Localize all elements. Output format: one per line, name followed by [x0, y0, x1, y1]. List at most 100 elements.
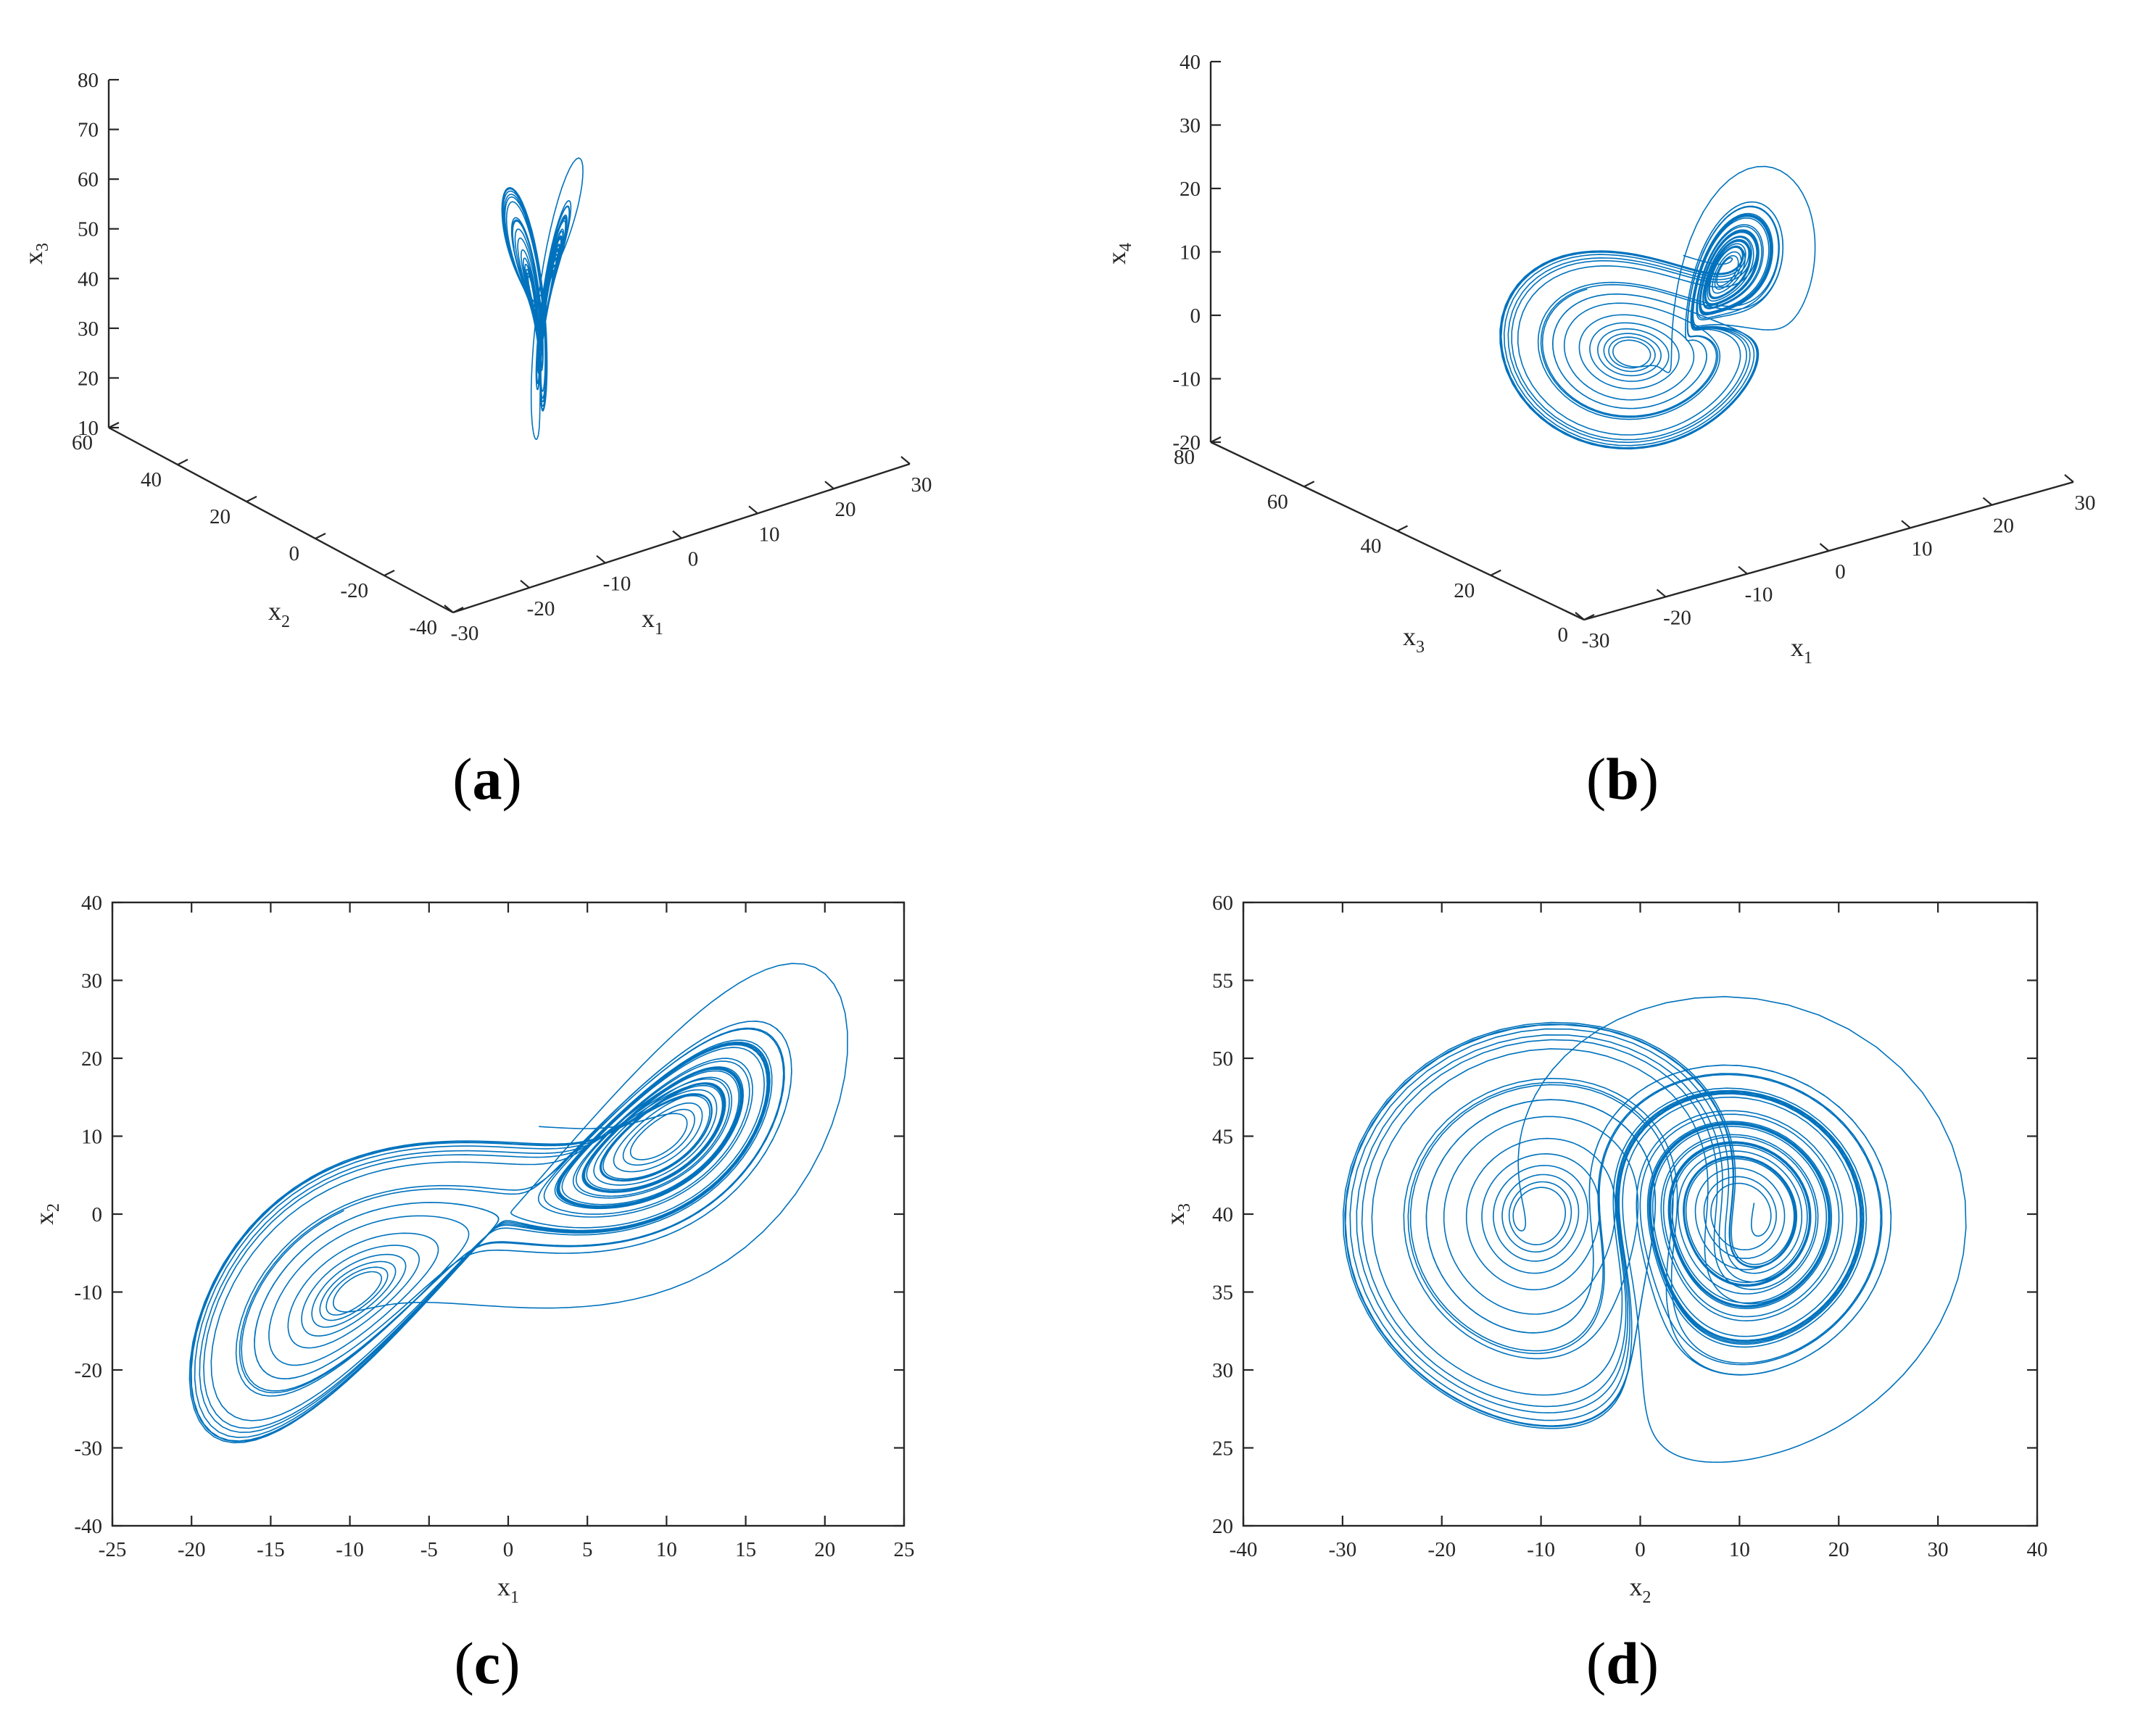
z-axis-label-base: x	[1102, 252, 1131, 265]
y-tick-mark	[1304, 481, 1315, 488]
y-tick-mark	[108, 422, 120, 428]
panel-label-a: (a)	[452, 746, 522, 812]
panel-label-c-open-paren: (	[454, 1630, 473, 1696]
x-axis-label: x1	[642, 604, 663, 639]
y-tick-label: 40	[1361, 535, 1382, 558]
panel-label-b-close-paren: )	[1639, 746, 1659, 812]
x-tick-label: 20	[1828, 1538, 1849, 1561]
panel-label-a-letter: a	[473, 746, 502, 812]
z-tick-label: 30	[78, 317, 99, 341]
x-tick-mark	[596, 555, 606, 564]
z-tick-label: 60	[78, 168, 99, 191]
z-tick-label: 30	[1180, 115, 1201, 138]
series-line-x1-x2-x3	[501, 157, 584, 440]
z-tick-label: 40	[78, 267, 99, 291]
x-tick-label: -20	[1663, 606, 1691, 629]
z-tick-label: 80	[78, 69, 99, 92]
x-tick-mark	[2064, 474, 2074, 483]
x-tick-label: -20	[1427, 1538, 1456, 1561]
y-tick-mark	[1397, 525, 1408, 532]
y-tick-label: 0	[289, 542, 300, 565]
x-tick-mark	[1575, 612, 1585, 620]
x-axis-label: x1	[497, 1572, 519, 1607]
x-tick-mark	[824, 481, 834, 490]
series-line-x1-x3-x4	[1499, 165, 1816, 450]
y-tick-mark	[177, 459, 188, 465]
x-tick-label: -30	[1329, 1538, 1357, 1561]
x-tick-mark	[520, 579, 530, 589]
x-tick-label: -25	[99, 1538, 127, 1561]
z-tick-label: -10	[1172, 368, 1201, 391]
x-tick-label: 10	[1729, 1538, 1750, 1561]
panel-d-2d-plot: -40 -30 -20 -10 0 10 20 30 40 20 25 30 35 40 45 50 55 60 x…	[1161, 892, 2048, 1696]
y-tick-label: 30	[81, 970, 102, 993]
x-tick-mark	[1656, 589, 1667, 598]
panel-label-b-letter: b	[1606, 746, 1639, 812]
x-tick-label: -20	[178, 1538, 206, 1561]
y-tick-label: 10	[81, 1126, 102, 1149]
x-tick-label: 20	[1993, 515, 2014, 538]
y-axis-label-base: x	[1161, 1212, 1190, 1225]
panel-c-2d-plot: -25 -20 -15 -10 -5 0 5 10 15 20 25 -40 -30 -20 -10 0 10 2…	[30, 892, 915, 1696]
y-tick-label: 60	[1267, 490, 1288, 513]
y-axis-label-subscript: 3	[1175, 1203, 1194, 1212]
x-tick-label: 0	[1835, 560, 1846, 583]
x-axis-label: x1	[1791, 633, 1812, 668]
y-tick-label: 60	[72, 431, 93, 454]
z-tick-label: 40	[1180, 51, 1201, 74]
x-tick-label: 25	[894, 1538, 915, 1561]
y-axis-label: x3	[1161, 1203, 1194, 1225]
x-tick-label: -20	[527, 597, 555, 620]
z-tick-label: -20	[1172, 431, 1201, 454]
y-tick-label: 35	[1212, 1282, 1233, 1305]
panel-a-3d-plot: 10 20 30 40 50 60 70 80 -40 -20 0 20 40 60 -30 -20 -10 0 1…	[19, 69, 932, 812]
panel-label-d-close-paren: )	[1639, 1630, 1659, 1696]
panel-label-a-open-paren: (	[452, 746, 472, 812]
x-tick-label: 0	[503, 1538, 514, 1561]
y-tick-mark	[1210, 436, 1222, 443]
y-tick-mark	[315, 533, 326, 539]
y-tick-mark	[1490, 569, 1501, 576]
y-tick-mark	[384, 570, 395, 576]
y-tick-mark	[1583, 614, 1595, 620]
z-axis-label-subscript: 3	[33, 243, 52, 252]
y-axis-label-subscript: 3	[1416, 638, 1425, 657]
x-tick-label: 20	[814, 1538, 835, 1561]
z-tick-label: 70	[78, 119, 99, 142]
y-axis-label-base: x	[268, 597, 281, 626]
y-axis-label: x3	[1403, 622, 1425, 657]
x-tick-label: -30	[1582, 629, 1610, 652]
panel-label-b-open-paren: (	[1586, 746, 1606, 812]
x-tick-label: -40	[1230, 1538, 1258, 1561]
x-tick-label: 30	[911, 473, 932, 497]
x-axis-label-subscript: 1	[510, 1588, 519, 1607]
x-tick-label: -5	[420, 1538, 438, 1561]
z-axis-label: x4	[1102, 243, 1135, 265]
y-axis-label-subscript: 2	[44, 1203, 63, 1212]
x-tick-mark	[748, 505, 758, 515]
y-axis-line	[108, 426, 454, 614]
z-tick-label: 50	[78, 218, 99, 241]
y-axis-label-base: x	[30, 1212, 59, 1225]
y-tick-label: 50	[1212, 1047, 1233, 1071]
x-axis-label-base: x	[642, 604, 655, 633]
panel-label-a-close-paren: )	[502, 746, 522, 812]
x-tick-label: -10	[336, 1538, 364, 1561]
x-axis-label-subscript: 1	[655, 620, 663, 639]
x-tick-mark	[672, 530, 682, 539]
x-tick-mark	[1982, 497, 1993, 506]
z-tick-label: 0	[1190, 304, 1201, 328]
z-axis-label-base: x	[19, 252, 48, 265]
x-axis-label-base: x	[1630, 1572, 1643, 1601]
x-axis-label-base: x	[1791, 633, 1804, 662]
z-axis-label: x3	[19, 243, 52, 265]
x-tick-label: 10	[759, 523, 780, 546]
y-tick-label: 20	[1454, 579, 1475, 602]
y-tick-label: -20	[74, 1359, 102, 1382]
x-tick-label: 30	[1928, 1538, 1949, 1561]
y-tick-label: 60	[1212, 892, 1233, 915]
x-tick-mark	[1738, 565, 1748, 575]
y-axis-label-subscript: 2	[281, 612, 290, 631]
y-tick-label: 25	[1212, 1437, 1233, 1461]
panel-label-c-letter: c	[474, 1630, 500, 1696]
